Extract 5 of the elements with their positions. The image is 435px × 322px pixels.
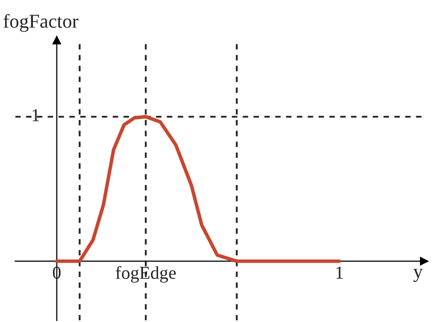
y-axis-title: fogFactor <box>4 14 78 32</box>
annotation: 1 <box>32 109 40 122</box>
x-tick-label: 1 <box>336 266 343 279</box>
x-axis-title: y <box>413 268 423 282</box>
x-tick-label: fogEdge <box>116 266 176 283</box>
